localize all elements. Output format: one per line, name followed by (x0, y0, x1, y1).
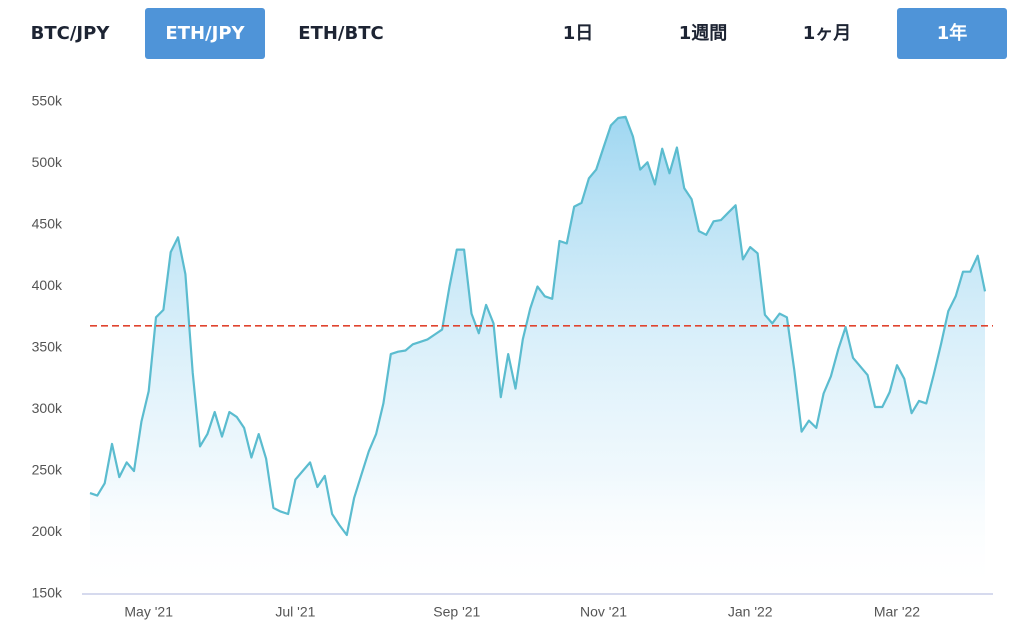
tab-active-bg (145, 8, 265, 59)
y-tick-label: 150k (32, 585, 63, 601)
y-tick-label: 500k (32, 154, 63, 170)
area-fill (90, 116, 985, 595)
period-tab[interactable]: 1週間 (679, 23, 728, 44)
pair-tab[interactable]: BTC/JPY (31, 23, 111, 44)
x-tick-label: Nov '21 (580, 604, 627, 620)
tab-bar: BTC/JPY ETH/JPY ETH/BTC 1日 1週間 1ヶ月 1年 (31, 8, 1007, 59)
x-tick-label: May '21 (124, 604, 173, 620)
tab-active-bg (897, 8, 1007, 59)
x-tick-label: Jul '21 (275, 604, 315, 620)
period-tab[interactable]: 1年 (937, 22, 968, 44)
pair-tab[interactable]: ETH/JPY (165, 23, 245, 44)
y-tick-label: 250k (32, 462, 63, 478)
y-tick-label: 450k (32, 216, 63, 232)
price-line (89, 115, 987, 537)
x-tick-label: Jan '22 (728, 604, 773, 620)
y-tick-label: 300k (32, 400, 63, 416)
x-tick-label: Sep '21 (433, 604, 480, 620)
plot: 150k 200k 250k 300k 350k 400k 450k 500k 550k May … (32, 93, 993, 620)
y-tick-label: 400k (32, 277, 63, 293)
y-tick-label: 350k (32, 339, 63, 355)
x-tick-label: Mar '22 (874, 604, 920, 620)
period-tab[interactable]: 1日 (563, 23, 594, 44)
y-tick-label: 200k (32, 523, 63, 539)
y-tick-label: 550k (32, 93, 63, 109)
pair-tab[interactable]: ETH/BTC (298, 23, 383, 44)
period-tab[interactable]: 1ヶ月 (803, 23, 852, 44)
